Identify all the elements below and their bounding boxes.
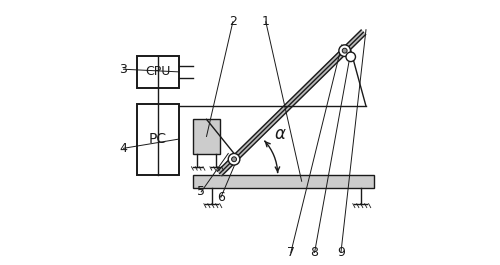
Text: $\alpha$: $\alpha$ <box>274 125 286 143</box>
Text: 1: 1 <box>262 15 270 28</box>
Text: 8: 8 <box>310 246 318 259</box>
Bar <box>136 104 179 175</box>
Text: 4: 4 <box>120 142 128 155</box>
Circle shape <box>232 157 236 162</box>
Text: 6: 6 <box>217 191 225 204</box>
Circle shape <box>228 153 240 165</box>
Text: CPU: CPU <box>145 65 171 78</box>
Bar <box>194 119 220 154</box>
Bar <box>194 175 374 188</box>
Circle shape <box>346 52 356 61</box>
Text: 9: 9 <box>337 246 345 259</box>
Text: 3: 3 <box>120 63 128 76</box>
Text: 2: 2 <box>229 15 237 28</box>
Circle shape <box>342 48 347 53</box>
Text: 7: 7 <box>287 246 295 259</box>
Circle shape <box>339 45 350 56</box>
Polygon shape <box>218 30 366 176</box>
Text: 5: 5 <box>197 185 205 198</box>
Text: PC: PC <box>148 132 167 146</box>
Bar <box>136 56 179 88</box>
